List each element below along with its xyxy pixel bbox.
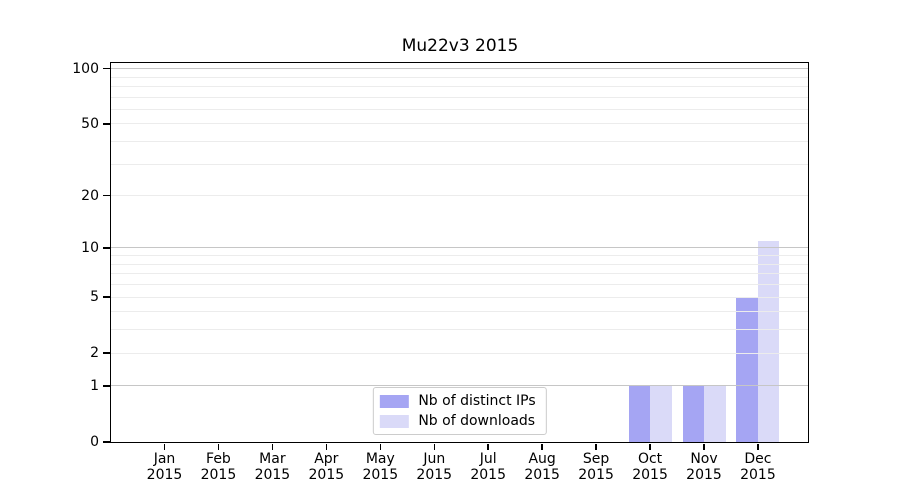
bar-downloads bbox=[704, 385, 726, 442]
bar-distinct-ips bbox=[628, 385, 651, 442]
legend-label-downloads: Nb of downloads bbox=[418, 413, 536, 429]
y-gridline-minor bbox=[111, 296, 808, 298]
y-gridline-minor bbox=[111, 163, 808, 165]
y-tick bbox=[103, 247, 110, 249]
y-tick-label: 100 bbox=[72, 60, 99, 77]
chart-title: Mu22v3 2015 bbox=[401, 36, 519, 56]
x-tick bbox=[379, 443, 382, 450]
bar-downloads bbox=[650, 385, 672, 442]
y-tick bbox=[103, 385, 110, 387]
x-tick bbox=[757, 443, 759, 450]
y-gridline-minor bbox=[111, 141, 808, 143]
x-tick-label: Jul 2015 bbox=[470, 451, 506, 483]
legend-label-distinct-ips: Nb of distinct IPs bbox=[418, 393, 536, 409]
y-tick-label: 2 bbox=[90, 345, 99, 362]
y-gridline-minor bbox=[111, 352, 808, 354]
bar-downloads bbox=[757, 240, 780, 442]
y-gridline-minor bbox=[111, 123, 808, 125]
x-tick-label: Sep 2015 bbox=[578, 451, 614, 483]
y-tick bbox=[103, 194, 110, 197]
x-tick bbox=[325, 443, 328, 450]
x-tick-label: Nov 2015 bbox=[686, 451, 722, 483]
x-tick bbox=[541, 443, 543, 450]
y-gridline-minor bbox=[111, 195, 808, 197]
x-tick-label: Aug 2015 bbox=[524, 451, 560, 483]
y-tick bbox=[103, 67, 110, 70]
y-tick-label: 1 bbox=[90, 377, 99, 394]
y-gridline-minor bbox=[111, 284, 808, 286]
y-tick-label: 0 bbox=[90, 434, 99, 450]
y-tick bbox=[103, 296, 110, 298]
y-gridline-minor bbox=[111, 96, 808, 98]
x-tick bbox=[487, 443, 489, 450]
x-tick-label: May 2015 bbox=[362, 451, 399, 483]
y-gridline-major bbox=[111, 68, 808, 70]
x-tick-label: Jan 2015 bbox=[146, 451, 183, 483]
y-gridline-major bbox=[111, 247, 808, 249]
y-tick-label: 20 bbox=[81, 187, 99, 204]
y-gridline-minor bbox=[111, 255, 808, 257]
legend-item-downloads: Nb of downloads bbox=[379, 413, 535, 429]
y-tick-label: 5 bbox=[90, 289, 99, 306]
x-tick bbox=[217, 443, 220, 450]
y-tick bbox=[103, 123, 110, 125]
y-gridline-minor bbox=[111, 76, 808, 78]
x-tick bbox=[163, 443, 166, 450]
y-gridline-minor bbox=[111, 85, 808, 87]
bar-distinct-ips bbox=[736, 297, 758, 442]
x-tick bbox=[595, 443, 597, 450]
x-tick-label: Apr 2015 bbox=[308, 451, 345, 483]
y-tick bbox=[103, 352, 110, 354]
y-gridline-minor bbox=[111, 108, 808, 110]
x-tick bbox=[649, 443, 651, 450]
x-tick-label: Feb 2015 bbox=[200, 451, 237, 483]
y-gridline-minor bbox=[111, 329, 808, 331]
legend-item-distinct-ips: Nb of distinct IPs bbox=[379, 393, 536, 409]
x-tick-label: Dec 2015 bbox=[740, 451, 776, 483]
x-tick-label: Jun 2015 bbox=[416, 451, 453, 483]
y-gridline-minor bbox=[111, 311, 808, 313]
y-tick bbox=[103, 441, 110, 443]
x-tick-label: Mar 2015 bbox=[254, 451, 291, 483]
y-gridline-major bbox=[111, 385, 808, 387]
x-tick bbox=[271, 443, 274, 450]
y-tick-label: 10 bbox=[81, 239, 99, 256]
y-tick-label: 50 bbox=[81, 115, 99, 132]
legend-swatch-distinct-ips-icon bbox=[379, 394, 409, 408]
y-gridline-minor bbox=[111, 263, 808, 265]
plot-area: Nb of distinct IPs Nb of downloads 0 1 2 5 1… bbox=[72, 62, 809, 483]
legend-swatch-downloads-icon bbox=[379, 414, 409, 428]
bar-distinct-ips bbox=[682, 385, 704, 442]
x-tick bbox=[433, 443, 435, 450]
x-tick-label: Oct 2015 bbox=[632, 451, 668, 483]
legend: Nb of distinct IPs Nb of downloads bbox=[372, 387, 547, 435]
x-tick bbox=[703, 443, 705, 450]
y-gridline-minor bbox=[111, 273, 808, 275]
